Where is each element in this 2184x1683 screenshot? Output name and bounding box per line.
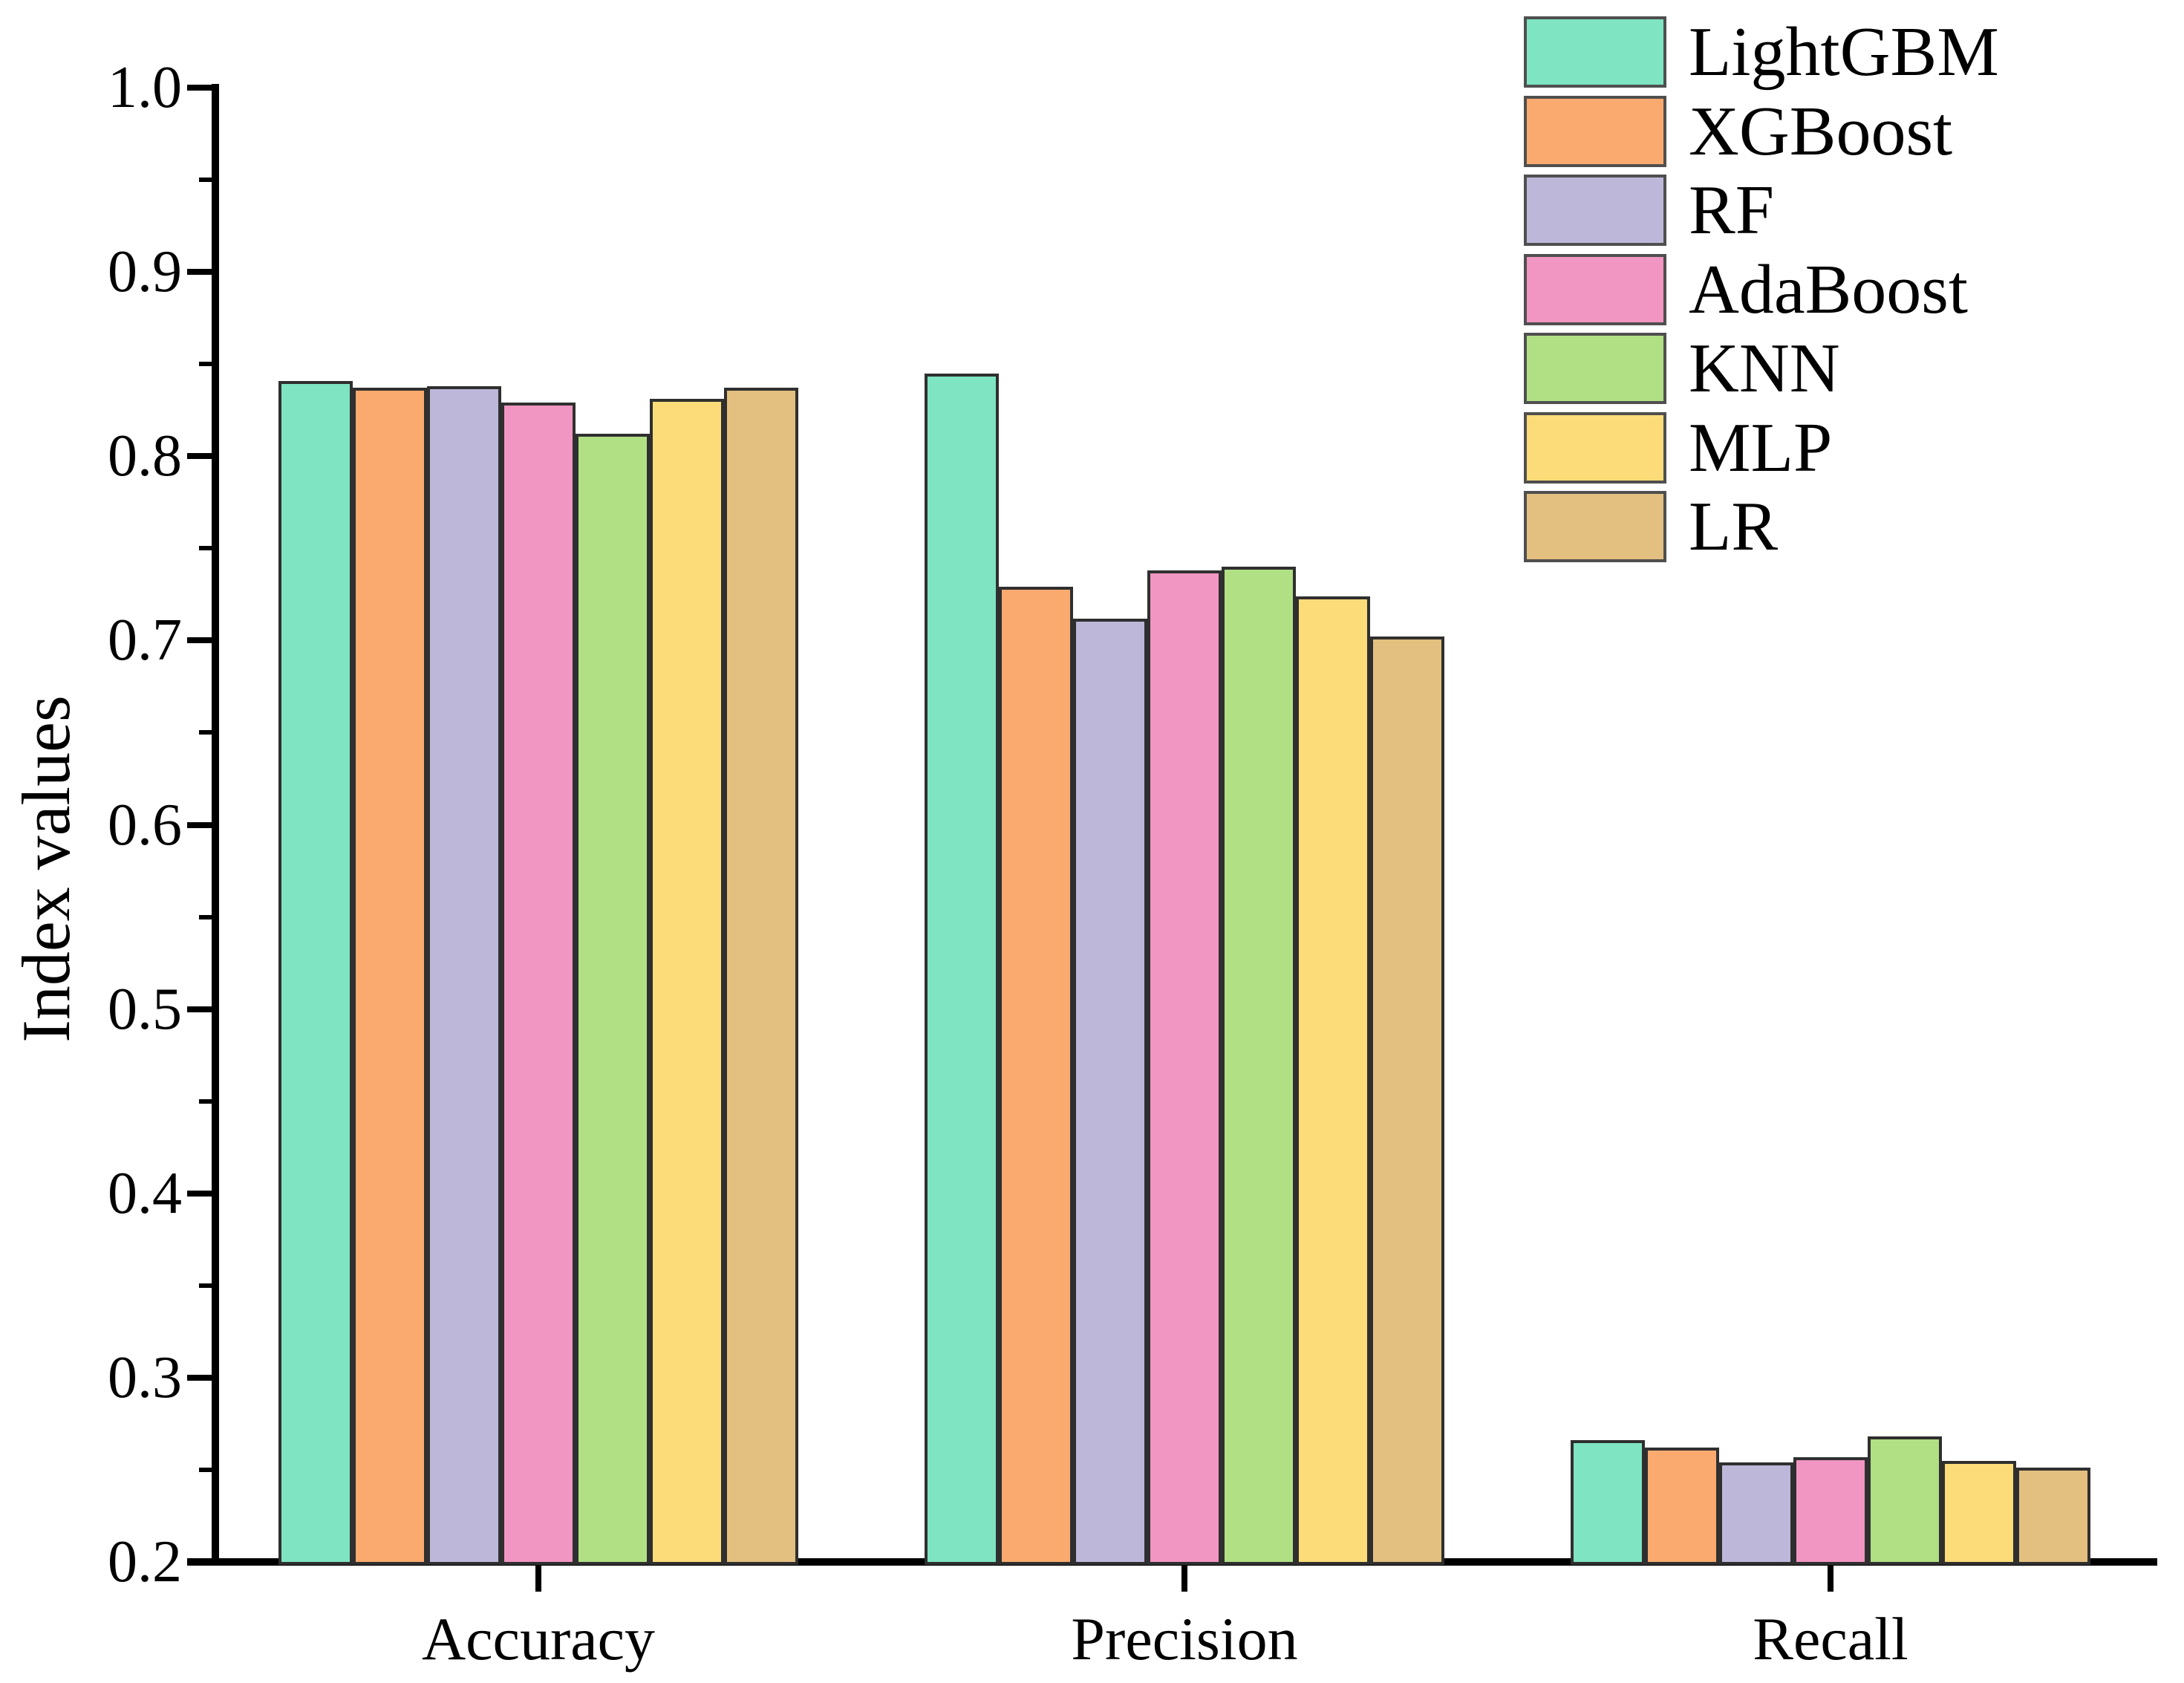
y-tick-label: 0.7 (108, 608, 182, 674)
y-minor-tick (199, 1283, 215, 1288)
y-major-tick (187, 1190, 215, 1197)
bar-xgboost-precision (999, 587, 1073, 1565)
bar-mlp-accuracy (650, 399, 724, 1565)
y-major-tick (187, 637, 215, 644)
legend-label-xgboost: XGBoost (1689, 92, 1953, 170)
y-major-tick (187, 1559, 215, 1565)
x-tick (535, 1566, 541, 1592)
legend-label-rf: RF (1689, 172, 1774, 249)
x-tick (1181, 1566, 1187, 1592)
y-major-tick (187, 85, 215, 91)
y-tick-label: 0.2 (108, 1529, 182, 1595)
bar-lr-accuracy (724, 388, 798, 1565)
y-major-tick (187, 269, 215, 276)
bar-lr-precision (1370, 637, 1444, 1565)
y-tick-label: 0.3 (108, 1344, 182, 1410)
bar-adaboost-precision (1147, 570, 1222, 1565)
y-major-tick (187, 453, 215, 460)
legend-swatch-lr (1524, 491, 1666, 562)
legend-swatch-knn (1524, 333, 1666, 404)
legend-label-knn: KNN (1689, 330, 1840, 407)
bar-rf-precision (1073, 618, 1147, 1565)
y-minor-tick (199, 730, 215, 735)
bar-adaboost-accuracy (501, 403, 576, 1565)
x-tick (1828, 1566, 1833, 1592)
bar-mlp-recall (1942, 1460, 2016, 1565)
bar-adaboost-recall (1793, 1456, 1868, 1565)
y-tick-label: 1.0 (108, 55, 182, 120)
legend-label-lightgbm: LightGBM (1689, 13, 1999, 91)
y-minor-tick (199, 914, 215, 919)
y-major-tick (187, 1006, 215, 1012)
bar-knn-accuracy (576, 434, 650, 1565)
y-minor-tick (199, 1098, 215, 1104)
bar-xgboost-recall (1645, 1448, 1719, 1565)
y-major-tick (187, 1374, 215, 1381)
y-tick-label: 0.5 (108, 976, 182, 1042)
bar-lr-recall (2016, 1468, 2090, 1565)
y-tick-label: 0.4 (108, 1160, 182, 1226)
legend-swatch-adaboost (1524, 253, 1666, 325)
y-major-tick (187, 821, 215, 828)
legend-swatch-mlp (1524, 411, 1666, 484)
bar-rf-accuracy (427, 385, 501, 1565)
y-tick-label: 0.9 (108, 239, 182, 305)
y-tick-label: 0.6 (108, 792, 182, 858)
bar-lightgbm-precision (925, 373, 999, 1565)
x-category-label: Recall (1753, 1605, 1908, 1673)
y-minor-tick (199, 178, 215, 183)
y-minor-tick (199, 362, 215, 367)
bar-mlp-precision (1296, 596, 1370, 1565)
bar-xgboost-accuracy (353, 388, 427, 1565)
y-axis-line (212, 84, 219, 1566)
x-category-label: Accuracy (421, 1605, 656, 1673)
y-minor-tick (199, 1467, 215, 1472)
legend-label-adaboost: AdaBoost (1689, 250, 1968, 328)
bar-lightgbm-accuracy (278, 380, 353, 1565)
y-minor-tick (199, 546, 215, 551)
bar-knn-recall (1868, 1436, 1942, 1565)
bar-knn-precision (1222, 567, 1296, 1565)
legend-swatch-lightgbm (1524, 16, 1666, 88)
legend-label-mlp: MLP (1689, 408, 1833, 486)
legend-label-lr: LR (1689, 488, 1779, 565)
legend-swatch-xgboost (1524, 95, 1666, 167)
legend-swatch-rf (1524, 175, 1666, 246)
y-tick-label: 0.8 (108, 423, 182, 489)
bar-rf-recall (1719, 1462, 1793, 1565)
x-category-label: Precision (1071, 1605, 1298, 1673)
bar-lightgbm-recall (1571, 1440, 1645, 1565)
